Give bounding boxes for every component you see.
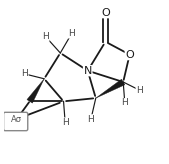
Text: O: O — [125, 50, 134, 60]
Text: H: H — [136, 86, 143, 95]
Text: O: O — [101, 8, 110, 18]
Text: Aσ: Aσ — [11, 115, 22, 124]
FancyBboxPatch shape — [4, 112, 28, 131]
Text: H: H — [62, 118, 68, 127]
Text: H: H — [42, 32, 49, 41]
Text: H: H — [122, 98, 128, 107]
Text: H: H — [21, 69, 28, 78]
Polygon shape — [27, 79, 44, 103]
Polygon shape — [96, 79, 125, 98]
Text: H: H — [68, 29, 75, 38]
Text: N: N — [83, 66, 92, 76]
Text: H: H — [88, 115, 94, 124]
